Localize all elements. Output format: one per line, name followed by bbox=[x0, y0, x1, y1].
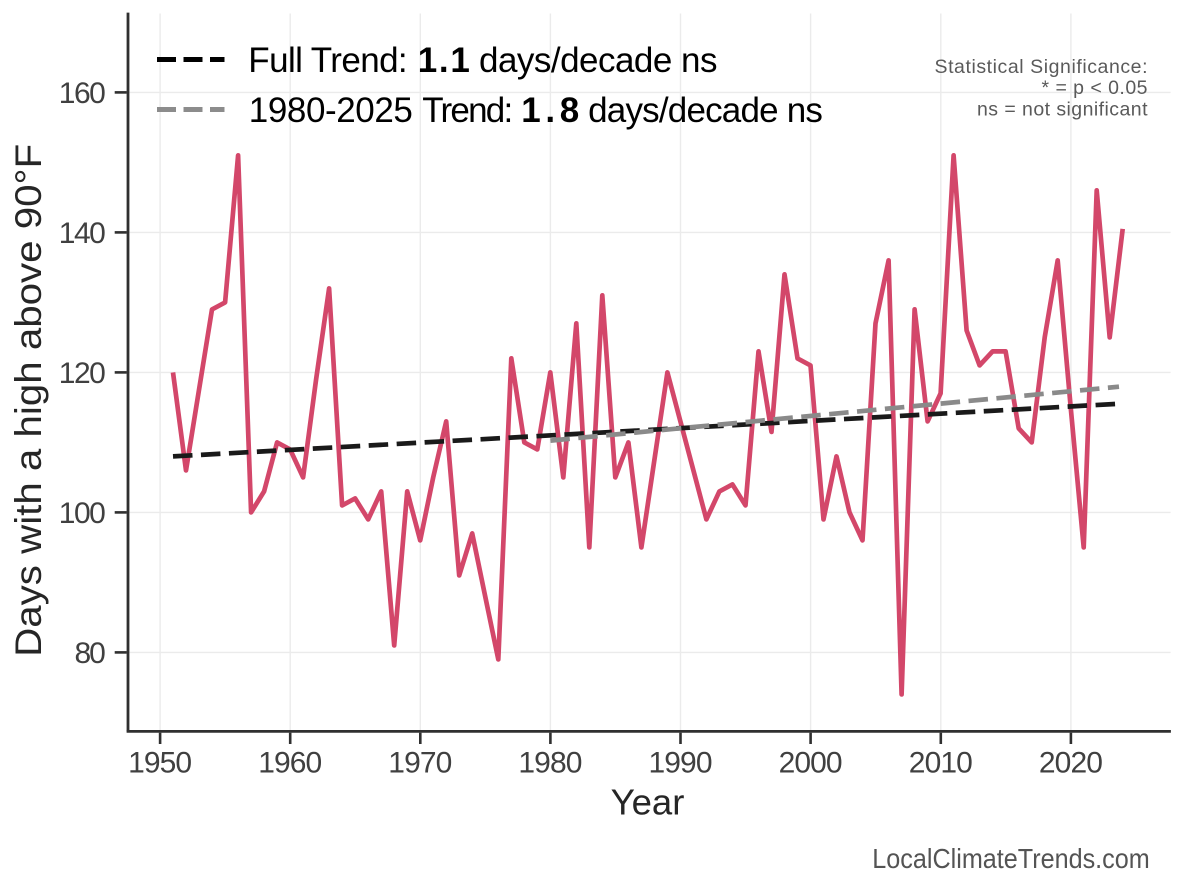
svg-text:Days with a high above 90°F: Days with a high above 90°F bbox=[7, 144, 49, 657]
svg-text:Trend:: Trend: bbox=[422, 91, 521, 130]
svg-text:2020: 2020 bbox=[1039, 747, 1103, 780]
svg-text:1950: 1950 bbox=[128, 747, 192, 780]
svg-text:120: 120 bbox=[59, 357, 106, 390]
svg-text:100: 100 bbox=[59, 497, 106, 530]
svg-text:LocalClimateTrends.com: LocalClimateTrends.com bbox=[872, 843, 1149, 874]
svg-text:Statistical Significance:: Statistical Significance: bbox=[935, 56, 1148, 78]
svg-text:days/decade ns: days/decade ns bbox=[579, 91, 823, 130]
svg-text:80: 80 bbox=[75, 637, 106, 670]
svg-text:1980-2025: 1980-2025 bbox=[249, 91, 422, 130]
svg-text:* = p < 0.05: * = p < 0.05 bbox=[1042, 77, 1148, 99]
svg-text:2000: 2000 bbox=[779, 747, 843, 780]
svg-text:1960: 1960 bbox=[258, 747, 322, 780]
svg-text:1.8: 1.8 bbox=[521, 91, 579, 130]
svg-text:days/decade ns: days/decade ns bbox=[470, 41, 718, 80]
svg-text:140: 140 bbox=[59, 217, 106, 250]
svg-text:2010: 2010 bbox=[909, 747, 973, 780]
svg-text:1990: 1990 bbox=[649, 747, 713, 780]
svg-text:Full Trend:: Full Trend: bbox=[248, 41, 416, 80]
svg-text:1980: 1980 bbox=[518, 747, 582, 780]
svg-text:1.1: 1.1 bbox=[418, 41, 470, 80]
svg-text:ns = not significant: ns = not significant bbox=[977, 98, 1148, 120]
svg-text:160: 160 bbox=[59, 77, 106, 110]
svg-text:1970: 1970 bbox=[388, 747, 452, 780]
svg-text:Year: Year bbox=[611, 781, 685, 822]
